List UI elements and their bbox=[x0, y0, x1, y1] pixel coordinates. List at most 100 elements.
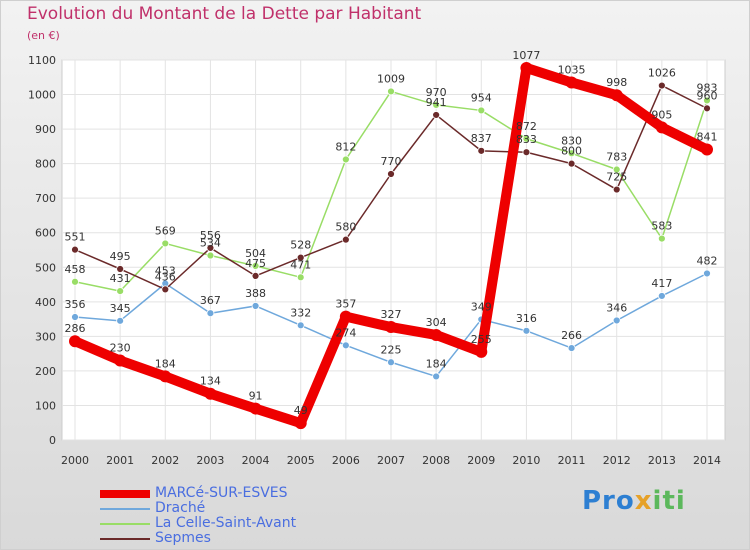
series-0-point bbox=[475, 345, 488, 358]
data-label: 304 bbox=[426, 316, 447, 329]
data-label: 1077 bbox=[512, 49, 540, 62]
data-label: 970 bbox=[426, 86, 447, 99]
series-1-point bbox=[657, 292, 666, 300]
data-label: 453 bbox=[155, 265, 176, 278]
data-label: 983 bbox=[697, 81, 718, 94]
data-label: 725 bbox=[606, 171, 627, 184]
series-3-point bbox=[477, 146, 486, 155]
x-tick-label: 2005 bbox=[287, 454, 315, 467]
series-1-point bbox=[432, 372, 441, 381]
data-label: 954 bbox=[471, 91, 492, 104]
data-label: 783 bbox=[606, 151, 627, 164]
data-label: 436 bbox=[155, 270, 176, 283]
x-tick-label: 2014 bbox=[693, 454, 721, 467]
data-label: 230 bbox=[110, 342, 131, 355]
series-0-point bbox=[655, 121, 668, 134]
y-tick-label: 300 bbox=[35, 330, 56, 343]
chart-title: Evolution du Montant de la Dette par Hab… bbox=[27, 4, 422, 24]
series-2-point bbox=[161, 239, 170, 248]
legend-swatch-marce bbox=[100, 490, 150, 498]
data-label: 388 bbox=[245, 287, 266, 300]
series-3-point bbox=[703, 104, 711, 113]
data-label: 482 bbox=[697, 254, 718, 267]
y-tick-label: 200 bbox=[35, 365, 56, 378]
data-label: 551 bbox=[65, 231, 86, 244]
legend-item-drache: Draché bbox=[100, 500, 360, 516]
y-tick-label: 100 bbox=[35, 399, 56, 412]
x-tick-label: 2000 bbox=[61, 454, 89, 467]
series-2-point bbox=[341, 155, 350, 164]
series-0-point bbox=[114, 354, 127, 367]
series-1-point bbox=[116, 316, 125, 325]
series-3-point bbox=[71, 245, 79, 254]
data-label: 431 bbox=[110, 272, 131, 285]
series-0-point bbox=[69, 335, 81, 348]
legend-swatch-drache bbox=[100, 508, 150, 510]
x-tick-label: 2003 bbox=[196, 454, 224, 467]
x-tick-label: 2009 bbox=[467, 454, 495, 467]
data-label: 830 bbox=[561, 134, 582, 147]
data-label: 134 bbox=[200, 375, 221, 388]
data-label: 286 bbox=[65, 322, 86, 335]
series-0-point bbox=[385, 321, 397, 334]
data-label: 357 bbox=[335, 298, 356, 311]
data-label: 274 bbox=[335, 326, 356, 339]
series-2-point bbox=[612, 165, 621, 174]
series-0-point bbox=[610, 89, 623, 102]
series-1-point bbox=[251, 302, 260, 310]
y-tick-label: 800 bbox=[35, 158, 56, 171]
series-1-point bbox=[522, 326, 531, 335]
data-label: 327 bbox=[381, 308, 402, 321]
legend: MARCé-SUR-ESVES Draché La Celle-Saint-Av… bbox=[100, 485, 360, 546]
x-axis: 2000 2001 2002 2003 2004 2005 2006 2007 2008 2009… bbox=[61, 454, 721, 467]
legend-label-sepmes: Sepmes bbox=[155, 530, 211, 546]
y-tick-label: 0 bbox=[49, 434, 56, 447]
series-2-point bbox=[296, 273, 305, 282]
x-tick-label: 2002 bbox=[151, 454, 179, 467]
data-label: 266 bbox=[561, 329, 582, 342]
data-label: 471 bbox=[290, 258, 311, 271]
y-tick-label: 500 bbox=[35, 261, 56, 274]
data-label: 534 bbox=[200, 237, 221, 250]
data-label: 998 bbox=[606, 76, 627, 89]
data-label: 580 bbox=[335, 221, 356, 234]
logo-part-3: iti bbox=[652, 486, 686, 516]
y-tick-label: 700 bbox=[35, 192, 56, 205]
data-label: 458 bbox=[65, 263, 86, 276]
series-3-point bbox=[612, 185, 621, 194]
series-1-point bbox=[703, 269, 711, 278]
data-label: 837 bbox=[471, 132, 492, 145]
legend-label-drache: Draché bbox=[155, 500, 206, 516]
series-layer bbox=[69, 61, 713, 430]
series-0-point bbox=[339, 310, 352, 323]
legend-item-marce: MARCé-SUR-ESVES bbox=[100, 485, 360, 501]
series-1-point bbox=[71, 313, 79, 321]
data-label: 349 bbox=[471, 300, 492, 313]
data-label: 475 bbox=[245, 257, 266, 270]
series-3-point bbox=[567, 159, 576, 168]
legend-swatch-la-celle bbox=[100, 523, 150, 525]
legend-swatch-sepmes bbox=[100, 538, 150, 540]
data-label: 332 bbox=[290, 306, 311, 319]
series-3-point bbox=[387, 170, 395, 178]
series-3-point bbox=[657, 81, 666, 90]
series-0-point bbox=[565, 76, 578, 89]
x-tick-label: 2001 bbox=[106, 454, 134, 467]
data-label: 49 bbox=[294, 404, 308, 417]
series-2-point bbox=[116, 287, 125, 296]
data-label: 1035 bbox=[558, 63, 586, 76]
series-2-point bbox=[71, 277, 79, 286]
logo-part-1: Pro bbox=[582, 486, 635, 516]
series-1-point bbox=[341, 341, 350, 350]
data-label: 184 bbox=[426, 357, 447, 370]
series-3-point bbox=[432, 111, 441, 119]
data-label: 495 bbox=[110, 250, 131, 263]
data-label: 356 bbox=[65, 298, 86, 311]
data-label: 225 bbox=[381, 343, 402, 356]
y-tick-label: 900 bbox=[35, 123, 56, 136]
data-label: 91 bbox=[249, 390, 263, 403]
data-label: 583 bbox=[651, 220, 672, 233]
data-label: 367 bbox=[200, 294, 221, 307]
data-label: 504 bbox=[245, 247, 266, 260]
